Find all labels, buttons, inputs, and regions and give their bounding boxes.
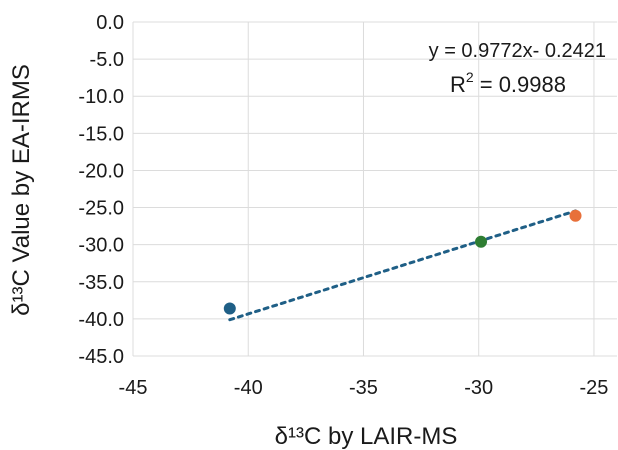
y-tick-label: -5.0 bbox=[90, 49, 124, 71]
data-points bbox=[223, 209, 582, 315]
r-squared-r: R bbox=[450, 72, 466, 97]
y-tick-label: -35.0 bbox=[78, 272, 124, 294]
gridlines bbox=[132, 21, 617, 357]
y-axis-title: δ¹³C Value by EA-IRMS bbox=[8, 64, 35, 316]
data-point bbox=[475, 235, 488, 248]
x-tick-label: -35 bbox=[349, 377, 378, 399]
y-tick-label: -25.0 bbox=[78, 198, 124, 220]
x-axis-title: δ¹³C by LAIR-MS bbox=[275, 423, 458, 450]
x-tick-label: -40 bbox=[234, 377, 263, 399]
x-tick-label: -25 bbox=[579, 377, 608, 399]
x-tick-labels: -45 -40 -35 -30 -25 bbox=[119, 377, 609, 399]
trendline bbox=[228, 209, 578, 322]
data-point bbox=[569, 209, 582, 222]
y-tick-label: -15.0 bbox=[78, 123, 124, 145]
y-tick-label: -30.0 bbox=[78, 235, 124, 257]
y-tick-label: -10.0 bbox=[78, 86, 124, 108]
y-tick-labels: 0.0 -5.0 -10.0 -15.0 -20.0 -25.0 -30.0 -35.0 -40… bbox=[78, 12, 124, 368]
y-tick-label: 0.0 bbox=[96, 12, 124, 34]
y-tick-label: -45.0 bbox=[78, 346, 124, 368]
r-squared-value: = 0.9988 bbox=[474, 72, 566, 97]
x-tick-label: -30 bbox=[464, 377, 493, 399]
data-point bbox=[223, 302, 236, 315]
y-tick-label: -40.0 bbox=[78, 309, 124, 331]
r-squared-superscript: 2 bbox=[466, 69, 474, 85]
r-squared-label: R2 = 0.9988 bbox=[450, 69, 566, 97]
x-tick-label: -45 bbox=[119, 377, 148, 399]
regression-equation: y = 0.9772x- 0.2421 bbox=[429, 40, 606, 62]
y-tick-label: -20.0 bbox=[78, 160, 124, 182]
